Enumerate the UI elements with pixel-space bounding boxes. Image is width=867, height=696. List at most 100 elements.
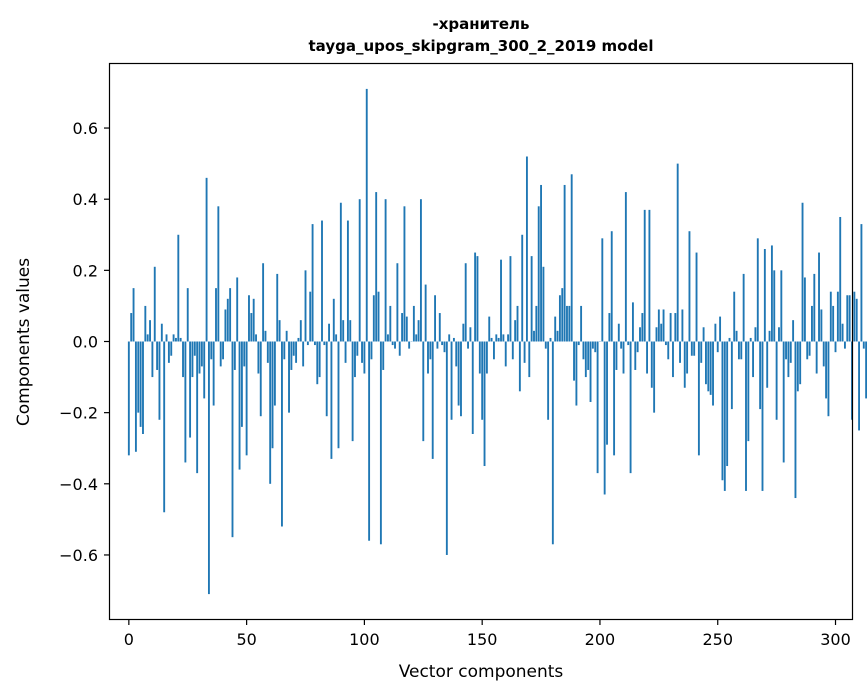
bar-170: [528, 341, 531, 378]
bar-224: [655, 327, 658, 342]
bar-221: [648, 209, 651, 342]
bar-149: [478, 341, 481, 374]
bar-167: [521, 234, 524, 342]
bar-202: [603, 341, 606, 495]
bar-57: [262, 263, 265, 342]
bar-185: [563, 184, 566, 342]
bar-13: [158, 341, 161, 420]
x-tick-label: 300: [820, 630, 851, 649]
bar-119: [408, 341, 411, 349]
bar-242: [697, 341, 700, 456]
bar-27: [191, 341, 194, 378]
bar-227: [662, 309, 665, 342]
bar-279: [785, 341, 787, 360]
bar-83: [323, 341, 326, 346]
bar-285: [799, 341, 802, 385]
bar-283: [794, 341, 797, 499]
bar-69: [290, 341, 293, 370]
bar-217: [639, 327, 641, 342]
bar-5: [139, 341, 142, 427]
bar-128: [429, 341, 432, 360]
bar-309: [855, 298, 858, 342]
bar-192: [580, 305, 583, 342]
bar-208: [617, 323, 620, 342]
bar-258: [735, 330, 738, 342]
bar-102: [368, 341, 371, 541]
bar-239: [690, 341, 693, 356]
bar-90: [339, 202, 342, 342]
bar-127: [427, 341, 429, 374]
bar-94: [349, 320, 352, 342]
bar-255: [728, 337, 731, 342]
bar-30: [198, 341, 201, 374]
y-axis-ticks: −0.6 −0.4 −0.2 0.0 0.2 0.4 0.6: [59, 119, 110, 565]
bar-179: [549, 337, 552, 342]
bar-207: [615, 341, 618, 370]
bar-14: [160, 323, 163, 342]
bar-234: [679, 341, 681, 363]
bar-118: [405, 316, 408, 342]
bar-111: [389, 305, 392, 342]
bar-298: [829, 291, 832, 342]
bar-55: [257, 341, 260, 374]
bar-281: [789, 341, 792, 363]
bar-240: [693, 341, 696, 356]
bar-271: [766, 341, 769, 388]
bar-125: [422, 341, 425, 442]
bar-260: [740, 341, 743, 360]
bar-114: [396, 263, 399, 342]
bar-49: [243, 341, 246, 367]
bar-105: [375, 192, 378, 342]
bar-82: [321, 220, 323, 342]
bar-147: [474, 252, 477, 342]
bar-191: [577, 341, 580, 346]
bar-88: [335, 334, 338, 342]
bar-70: [292, 341, 295, 356]
bar-303: [841, 323, 844, 342]
bar-293: [818, 252, 820, 342]
bar-72: [297, 337, 300, 342]
bar-129: [431, 341, 434, 459]
bar-115: [398, 341, 401, 356]
bar-313: [865, 341, 867, 399]
bar-151: [483, 341, 486, 467]
bar-142: [462, 323, 465, 342]
bar-159: [502, 334, 505, 342]
bar-153: [488, 316, 491, 342]
bar-122: [415, 334, 418, 342]
bar-238: [688, 231, 691, 342]
bar-259: [737, 341, 740, 360]
bar-228: [664, 341, 667, 346]
bar-233: [676, 163, 679, 342]
bar-300: [834, 341, 837, 353]
bar-67: [285, 330, 288, 342]
bar-222: [650, 341, 653, 388]
bar-46: [236, 277, 239, 342]
bar-77: [309, 291, 312, 342]
bar-29: [196, 341, 199, 474]
bar-66: [283, 341, 286, 360]
bar-38: [217, 206, 220, 342]
bar-20: [175, 337, 177, 342]
bar-48: [240, 341, 243, 427]
bar-137: [450, 341, 453, 420]
bar-214: [631, 302, 634, 342]
bar-135: [445, 341, 448, 555]
bar-275: [775, 341, 778, 420]
bar-34: [207, 341, 210, 595]
bar-28: [193, 341, 196, 356]
bar-154: [490, 337, 493, 342]
bar-132: [438, 313, 441, 342]
bar-96: [354, 341, 356, 378]
bar-65: [281, 341, 283, 527]
bar-130: [434, 295, 436, 342]
bar-145: [469, 327, 472, 342]
bar-292: [815, 341, 818, 374]
bar-87: [332, 298, 335, 342]
bar-144: [467, 341, 469, 349]
bar-148: [476, 256, 479, 342]
bar-98: [358, 199, 361, 342]
bar-138: [452, 337, 455, 342]
bar-194: [584, 341, 587, 378]
bar-265: [752, 341, 754, 378]
